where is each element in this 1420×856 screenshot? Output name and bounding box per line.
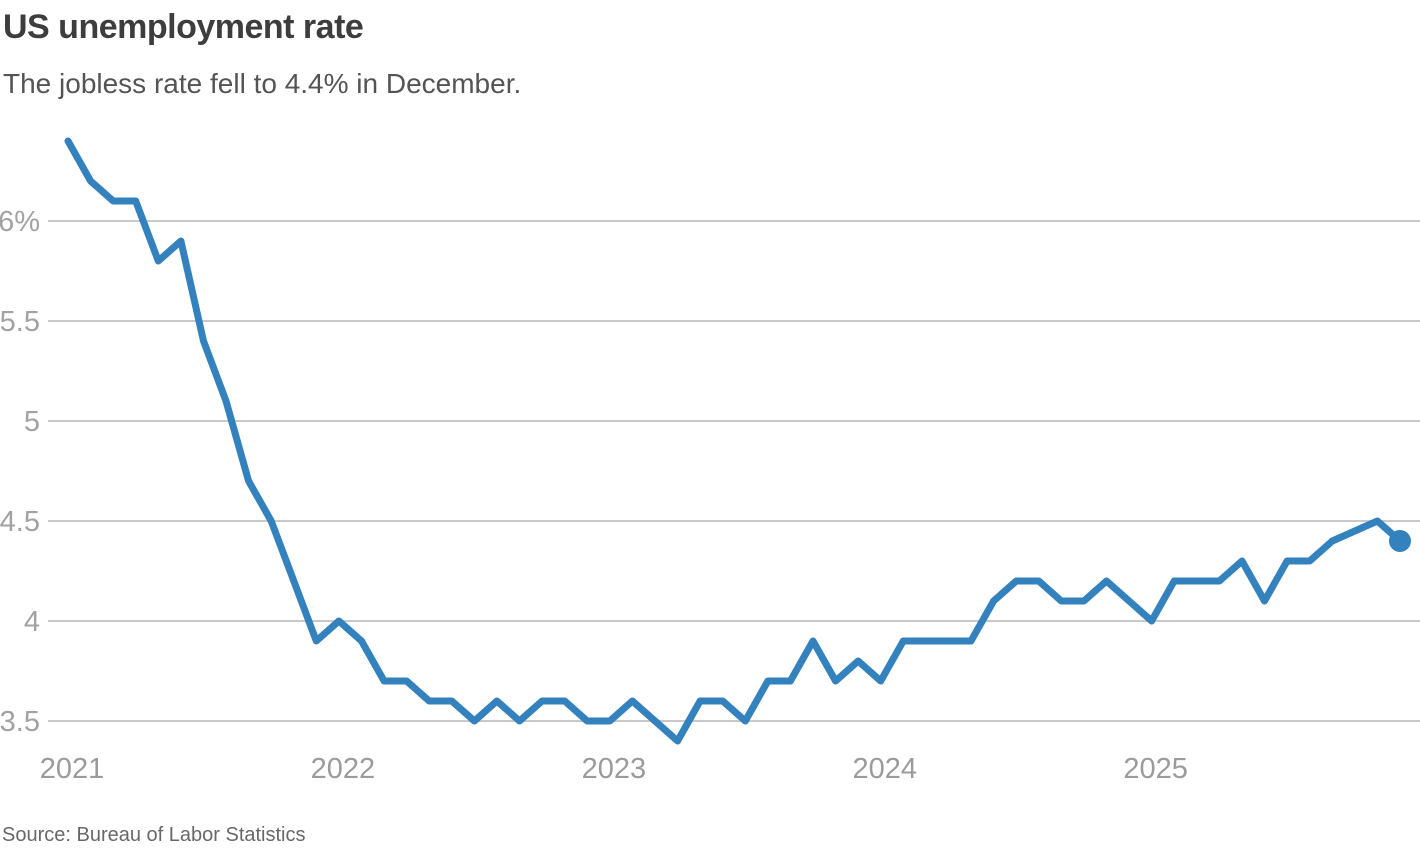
chart-title: US unemployment rate bbox=[3, 8, 364, 46]
x-tick-label: 2024 bbox=[852, 753, 917, 785]
y-tick-label: 5 bbox=[24, 406, 40, 438]
end-dot bbox=[1388, 530, 1411, 552]
y-tick-label: 4 bbox=[24, 606, 40, 638]
x-tick-label: 2023 bbox=[582, 753, 647, 785]
x-tick-label: 2022 bbox=[311, 753, 376, 785]
chart-subtitle: The jobless rate fell to 4.4% in Decembe… bbox=[3, 68, 522, 99]
y-tick-label: 6% bbox=[0, 206, 40, 238]
y-tick-label: 3.5 bbox=[0, 706, 40, 738]
x-tick-label: 2021 bbox=[40, 753, 105, 785]
x-tick-label: 2025 bbox=[1123, 753, 1188, 785]
y-tick-label: 4.5 bbox=[0, 506, 40, 538]
source-note: Source: Bureau of Labor Statistics bbox=[2, 824, 306, 846]
series-line bbox=[64, 137, 1404, 745]
y-tick-label: 5.5 bbox=[0, 306, 40, 338]
